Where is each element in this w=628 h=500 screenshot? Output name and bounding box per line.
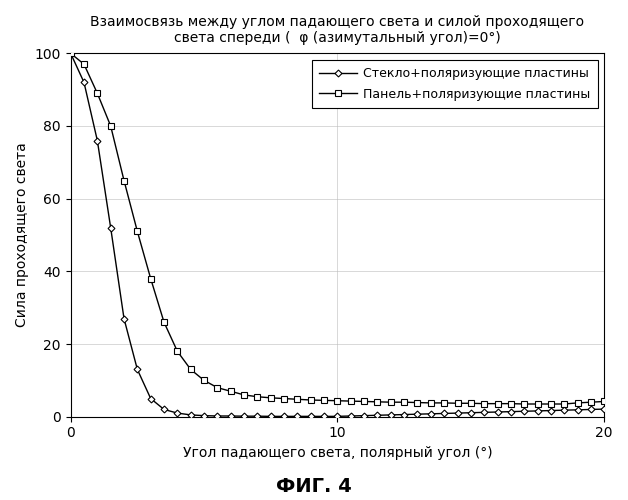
Панель+поляризующие пластины <box>107 123 114 129</box>
Стекло+поляризующие пластины <box>467 410 475 416</box>
Панель+поляризующие пластины <box>94 90 101 96</box>
Стекло+поляризующие пластины <box>94 138 101 143</box>
Стекло+поляризующие пластины <box>374 412 381 418</box>
Стекло+поляризующие пластины <box>600 406 608 412</box>
Панель+поляризующие пластины <box>267 395 274 401</box>
Панель+поляризующие пластины <box>147 276 154 281</box>
Панель+поляризующие пластины <box>427 400 435 406</box>
Line: Панель+поляризующие пластины: Панель+поляризующие пластины <box>68 50 607 407</box>
Панель+поляризующие пластины <box>600 398 608 404</box>
Панель+поляризующие пластины <box>280 396 288 402</box>
Стекло+поляризующие пластины <box>387 412 394 418</box>
Стекло+поляризующие пластины <box>227 413 234 419</box>
Панель+поляризующие пластины <box>587 399 595 405</box>
Стекло+поляризующие пластины <box>160 406 168 412</box>
Стекло+поляризующие пластины <box>147 396 154 402</box>
Стекло+поляризующие пластины <box>241 413 248 419</box>
Панель+поляризующие пластины <box>134 228 141 234</box>
Панель+поляризующие пластины <box>401 399 408 405</box>
Панель+поляризующие пластины <box>227 388 234 394</box>
Панель+поляризующие пластины <box>187 366 195 372</box>
Стекло+поляризующие пластины <box>307 414 315 420</box>
Стекло+поляризующие пластины <box>360 412 368 418</box>
Стекло+поляризующие пластины <box>574 407 582 413</box>
Стекло+поляризующие пластины <box>534 408 541 414</box>
Панель+поляризующие пластины <box>80 61 88 67</box>
Legend: Стекло+поляризующие пластины, Панель+поляризующие пластины: Стекло+поляризующие пластины, Панель+пол… <box>312 60 598 108</box>
Title: Взаимосвязь между углом падающего света и силой проходящего
света спереди (  φ (: Взаимосвязь между углом падающего света … <box>90 15 585 45</box>
Панель+поляризующие пластины <box>307 397 315 403</box>
Стекло+поляризующие пластины <box>320 414 328 420</box>
Панель+поляризующие пластины <box>454 400 462 406</box>
Стекло+поляризующие пластины <box>480 410 488 416</box>
Стекло+поляризующие пластины <box>254 413 261 419</box>
Панель+поляризующие пластины <box>374 399 381 405</box>
Панель+поляризующие пластины <box>387 399 394 405</box>
Панель+поляризующие пластины <box>241 392 248 398</box>
Панель+поляризующие пластины <box>214 384 221 390</box>
Панель+поляризующие пластины <box>440 400 448 406</box>
Панель+поляризующие пластины <box>360 398 368 404</box>
Панель+поляризующие пластины <box>200 378 208 384</box>
Стекло+поляризующие пластины <box>294 414 301 420</box>
Панель+поляризующие пластины <box>294 396 301 402</box>
Панель+поляризующие пластины <box>547 401 555 407</box>
Стекло+поляризующие пластины <box>414 411 421 417</box>
Стекло+поляризующие пластины <box>333 414 341 420</box>
Стекло+поляризующие пластины <box>267 414 274 420</box>
Панель+поляризующие пластины <box>320 398 328 404</box>
Панель+поляризующие пластины <box>574 400 582 406</box>
Панель+поляризующие пластины <box>414 400 421 406</box>
Стекло+поляризующие пластины <box>521 408 528 414</box>
Панель+поляризующие пластины <box>467 400 475 406</box>
Стекло+поляризующие пластины <box>107 224 114 230</box>
Стекло+поляризующие пластины <box>134 366 141 372</box>
Панель+поляризующие пластины <box>120 178 127 184</box>
Стекло+поляризующие пластины <box>401 412 408 418</box>
Стекло+поляризующие пластины <box>67 50 75 56</box>
Панель+поляризующие пластины <box>560 401 568 407</box>
Стекло+поляризующие пластины <box>200 412 208 418</box>
Панель+поляризующие пластины <box>254 394 261 400</box>
Text: ФИГ. 4: ФИГ. 4 <box>276 478 352 496</box>
Стекло+поляризующие пластины <box>494 409 501 415</box>
Стекло+поляризующие пластины <box>187 412 195 418</box>
Стекло+поляризующие пластины <box>560 407 568 413</box>
Панель+поляризующие пластины <box>507 400 514 406</box>
Стекло+поляризующие пластины <box>214 413 221 419</box>
Line: Стекло+поляризующие пластины: Стекло+поляризующие пластины <box>68 51 607 419</box>
Стекло+поляризующие пластины <box>454 410 462 416</box>
Y-axis label: Сила проходящего света: Сила проходящего света <box>15 142 29 328</box>
Стекло+поляризующие пластины <box>427 411 435 417</box>
Стекло+поляризующие пластины <box>507 408 514 414</box>
Стекло+поляризующие пластины <box>547 408 555 414</box>
Стекло+поляризующие пластины <box>347 413 355 419</box>
Стекло+поляризующие пластины <box>173 410 181 416</box>
Стекло+поляризующие пластины <box>80 80 88 86</box>
X-axis label: Угол падающего света, полярный угол (°): Угол падающего света, полярный угол (°) <box>183 446 492 460</box>
Стекло+поляризующие пластины <box>587 406 595 412</box>
Панель+поляризующие пластины <box>67 50 75 56</box>
Стекло+поляризующие пластины <box>280 414 288 420</box>
Панель+поляризующие пластины <box>480 400 488 406</box>
Панель+поляризующие пластины <box>521 401 528 407</box>
Панель+поляризующие пластины <box>494 400 501 406</box>
Панель+поляризующие пластины <box>534 401 541 407</box>
Стекло+поляризующие пластины <box>120 316 127 322</box>
Панель+поляризующие пластины <box>160 319 168 325</box>
Стекло+поляризующие пластины <box>440 410 448 416</box>
Панель+поляризующие пластины <box>347 398 355 404</box>
Панель+поляризующие пластины <box>173 348 181 354</box>
Панель+поляризующие пластины <box>333 398 341 404</box>
